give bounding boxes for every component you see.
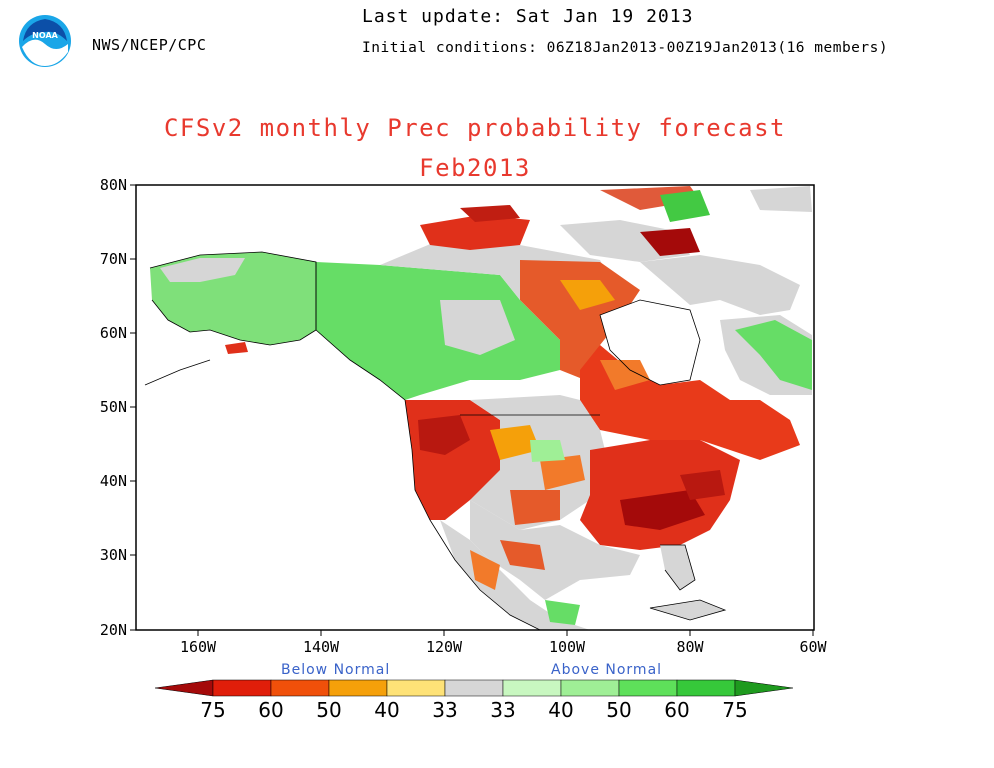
lat-label-50n: 50N [100,398,127,416]
lat-label-70n: 70N [100,250,127,268]
lon-label-160w: 160W [180,638,217,656]
agency-label: NWS/NCEP/CPC [92,36,207,54]
initial-conditions: Initial conditions: 06Z18Jan2013-00Z19Ja… [362,40,889,56]
coastlines [144,251,727,630]
svg-text:NOAA: NOAA [32,31,58,40]
colorbar-above-33 [502,679,562,697]
colorbar-below-50 [270,679,330,697]
lon-label-60w: 60W [799,638,827,656]
colorbar-below-40 [328,679,388,697]
lon-label-140w: 140W [303,638,340,656]
last-update: Last update: Sat Jan 19 2013 [362,6,694,27]
colorbar-tick: 50 [606,698,631,722]
above-normal-label: Above Normal [551,662,663,678]
forecast-field [150,186,812,630]
colorbar-tick: 40 [548,698,573,722]
lat-label-40n: 40N [100,472,127,490]
colorbar-tick: 33 [432,698,457,722]
colorbar-tick: 75 [722,698,747,722]
colorbar-normal [444,679,504,697]
lat-axis: 80N 70N 60N 50N 40N 30N 20N [100,176,136,639]
colorbar-above-60 [676,679,736,697]
colorbar-tick: 40 [374,698,399,722]
lon-label-80w: 80W [676,638,704,656]
lat-label-60n: 60N [100,324,127,342]
colorbar-ticks: 75 60 50 40 33 33 40 50 60 75 [200,698,747,722]
map-subtitle: Feb2013 [419,154,531,182]
colorbar-tick: 50 [316,698,341,722]
colorbar-tick: 75 [200,698,225,722]
colorbar-tick: 33 [490,698,515,722]
below-normal-label: Below Normal [281,662,391,678]
colorbar [154,679,794,697]
lon-label-100w: 100W [549,638,586,656]
lat-label-20n: 20N [100,621,127,639]
colorbar-below-75 [154,679,214,697]
noaa-logo: NOAA [19,15,71,67]
lon-label-120w: 120W [426,638,463,656]
colorbar-above-50 [618,679,678,697]
lon-axis: 160W 140W 120W 100W 80W 60W [180,630,828,656]
lat-label-80n: 80N [100,176,127,194]
colorbar-above-40 [560,679,620,697]
colorbar-below-60 [212,679,272,697]
western-canada-region [316,262,560,400]
map-title: CFSv2 monthly Prec probability forecast [163,114,787,142]
colorbar-below-33 [386,679,446,697]
mexico-region [440,520,590,630]
lat-label-30n: 30N [100,546,127,564]
colorbar-above-75 [734,679,794,697]
colorbar-tick: 60 [258,698,283,722]
colorbar-tick: 60 [664,698,689,722]
